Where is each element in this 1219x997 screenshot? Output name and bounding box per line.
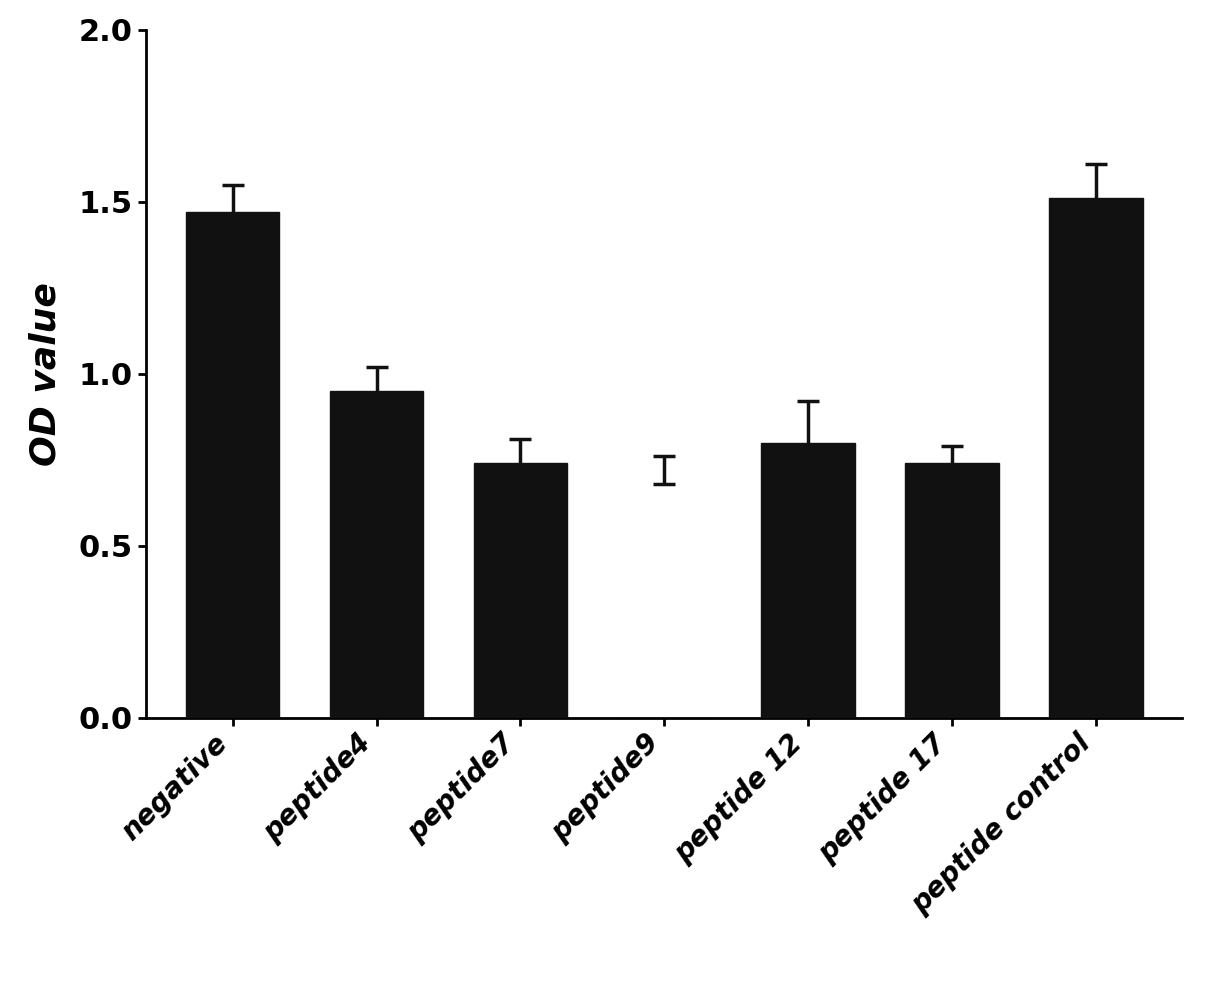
Bar bbox=[474, 464, 567, 718]
Bar bbox=[906, 464, 998, 718]
Bar bbox=[185, 212, 279, 718]
Bar bbox=[330, 391, 423, 718]
Y-axis label: OD value: OD value bbox=[28, 282, 62, 466]
Bar bbox=[1050, 198, 1143, 718]
Bar bbox=[762, 443, 855, 718]
